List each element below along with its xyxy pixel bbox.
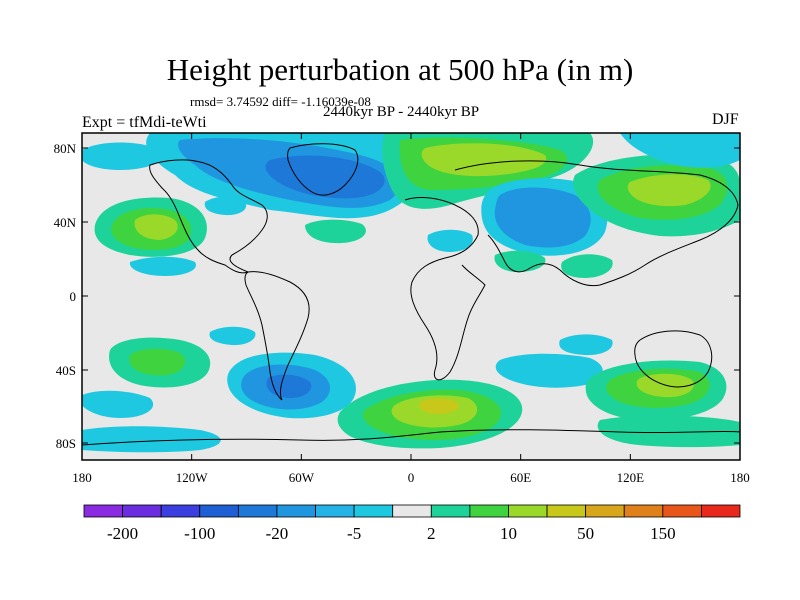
colorbar-label: -200 [107, 524, 138, 543]
coastlines [82, 143, 740, 446]
colorbar-swatch [662, 504, 702, 518]
colorbar-swatch [199, 504, 239, 518]
contour-field [82, 133, 740, 460]
coast-europe-africa [404, 197, 486, 381]
lat-tick-label: 40S [56, 363, 76, 378]
contour-region-africa-blue [427, 229, 473, 252]
lat-tick-label: 0 [70, 289, 77, 304]
colorbar-swatch [237, 504, 278, 518]
contour-region-northeast-asia-blue [620, 133, 740, 168]
coast-greenland [287, 143, 359, 196]
lon-tick-label: 60W [289, 470, 315, 485]
season-label: DJF [712, 111, 739, 128]
colorbar-label: 2 [427, 524, 436, 543]
colorbar-label: -20 [266, 524, 289, 543]
coast-south-america [244, 271, 310, 401]
lon-tick-label: 60E [510, 470, 531, 485]
contour-region-south-pacific-small-blue [209, 326, 256, 346]
colorbar-swatch [353, 504, 394, 518]
contour-region-atlantic-blue [204, 196, 247, 216]
map-axes: 80N 40N 0 40S 80S 180 120W 60W 0 60E 120E 180 [54, 133, 750, 485]
colorbar-swatch [392, 504, 432, 518]
lon-tick-label: 180 [730, 470, 750, 485]
contour-region-greenland-core [265, 155, 385, 199]
lon-tick-label: 0 [408, 470, 415, 485]
colorbar-swatch [585, 504, 625, 518]
colorbar-label: -100 [184, 524, 215, 543]
contour-region-antarctic-teal [597, 415, 740, 448]
colorbar-swatch [469, 504, 509, 518]
colorbar-swatch [122, 504, 162, 518]
contour-region-indian-ocean-blue [559, 334, 613, 356]
colorbar-swatch [83, 504, 123, 518]
colorbar-swatch [430, 504, 471, 518]
lon-tick-label: 120W [176, 470, 209, 485]
colorbar-swatch [701, 504, 741, 518]
contour-region-north-pacific-yellowgreen [134, 214, 178, 240]
lat-tick-label: 40N [54, 215, 77, 230]
lon-tick-label: 180 [72, 470, 92, 485]
lon-tick-label: 120E [617, 470, 645, 485]
contour-region-europe-mid-blue [494, 187, 591, 248]
contour-region-east-pacific-blue [129, 256, 196, 276]
colorbar-swatch [276, 504, 316, 518]
period-label: 2440kyr BP - 2440kyr BP [323, 104, 480, 120]
coast-asia [454, 160, 739, 287]
colorbar-swatch [623, 504, 664, 518]
colorbar-label: 150 [650, 524, 676, 543]
contour-region-north-pacific-blue [82, 142, 163, 170]
contour-region-south-atlantic-yellow [419, 398, 459, 414]
contour-region-south-pacific-green [129, 348, 186, 376]
contour-region-antarctic-blue [82, 426, 221, 453]
contour-region-south-america-dark-blue [266, 374, 312, 398]
colorbar-label: 50 [577, 524, 594, 543]
lat-tick-label: 80N [54, 141, 77, 156]
colorbar-swatch [508, 504, 548, 518]
colorbar: -200 -100 -20 -5 2 10 50 150 [83, 504, 741, 543]
colorbar-swatch [315, 504, 355, 518]
contour-region-siberia-yellowgreen [627, 174, 711, 207]
lat-tick-label: 80S [56, 436, 76, 451]
colorbar-swatch [546, 504, 587, 518]
contour-region-southern-pacific-blue [82, 390, 154, 418]
rmsd-diff-stats: rmsd= 3.74592 diff= -1.16039e-08 [190, 94, 371, 109]
experiment-label: Expt = tfMdi-teWti [82, 114, 207, 131]
contour-region-south-atlantic-blue [495, 353, 603, 388]
colorbar-label: -5 [347, 524, 361, 543]
contour-region-eurasia-yellowgreen [421, 143, 547, 177]
coast-australia [634, 330, 713, 388]
coast-antarctica [82, 429, 740, 446]
contour-region-midatlantic-teal [305, 219, 366, 244]
contour-region-india-teal [561, 254, 613, 278]
colorbar-swatch [160, 504, 201, 518]
plot-title: Height perturbation at 500 hPa (in m) [166, 52, 634, 87]
coast-north-america [149, 159, 268, 274]
colorbar-label: 10 [500, 524, 517, 543]
